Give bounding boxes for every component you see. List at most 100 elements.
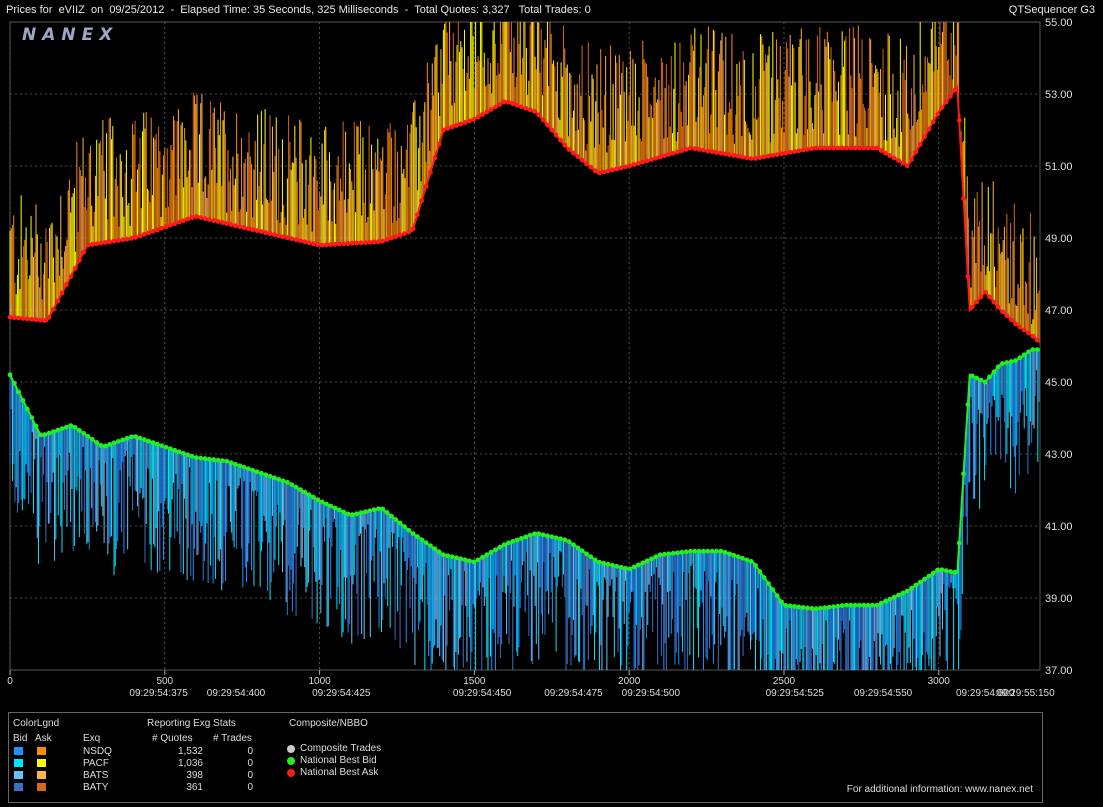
series-point bbox=[952, 569, 958, 575]
series-point bbox=[50, 306, 56, 312]
series-point bbox=[818, 605, 823, 611]
series-point bbox=[363, 240, 368, 245]
series-point bbox=[670, 550, 676, 556]
series-point bbox=[167, 446, 173, 452]
series-point bbox=[449, 554, 455, 560]
series-point bbox=[354, 511, 360, 517]
series-point bbox=[107, 239, 113, 245]
series-point bbox=[701, 548, 706, 554]
series-point bbox=[545, 533, 550, 539]
series-point bbox=[753, 155, 758, 161]
series-point bbox=[219, 458, 225, 464]
series-point bbox=[874, 602, 880, 608]
series-point bbox=[42, 432, 48, 438]
color-legend-title: ColorLgnd bbox=[13, 718, 60, 729]
series-point bbox=[974, 299, 979, 305]
series-point bbox=[180, 450, 186, 456]
series-point bbox=[969, 304, 975, 310]
series-point bbox=[406, 229, 412, 235]
series-point bbox=[766, 153, 771, 159]
series-point bbox=[956, 540, 962, 546]
footer-link[interactable]: For additional information: www.nanex.ne… bbox=[846, 784, 1033, 795]
quote-count: 398 bbox=[186, 770, 203, 781]
series-point bbox=[302, 489, 308, 495]
series-point bbox=[415, 212, 420, 218]
series-point bbox=[579, 157, 585, 163]
series-point bbox=[688, 145, 693, 151]
series-point bbox=[744, 557, 750, 563]
ask-color-swatch bbox=[37, 747, 46, 755]
series-point bbox=[493, 104, 498, 110]
series-point bbox=[115, 238, 121, 243]
series-point bbox=[1013, 321, 1018, 327]
series-point bbox=[11, 315, 17, 321]
exchange-name: BATS bbox=[83, 770, 109, 781]
series-point bbox=[826, 604, 832, 610]
series-point bbox=[215, 219, 221, 224]
price-chart: 55.00 53.00 51.00 49.00 47.00 45.00 43.00 41.00… bbox=[7, 18, 1073, 699]
series-point bbox=[328, 503, 334, 509]
y-tick-label: 41.00 bbox=[1045, 521, 1073, 533]
series-point bbox=[419, 198, 425, 203]
quote-count: 1,036 bbox=[177, 758, 203, 769]
series-point bbox=[33, 423, 39, 429]
series-point bbox=[640, 159, 646, 165]
series-point bbox=[779, 599, 784, 605]
series-point bbox=[839, 603, 845, 609]
series-point bbox=[493, 547, 498, 553]
series-point bbox=[20, 398, 26, 403]
series-point bbox=[631, 162, 637, 167]
series-point bbox=[523, 105, 529, 111]
series-point bbox=[111, 440, 117, 446]
quote-count: 1,532 bbox=[177, 746, 203, 757]
series-point bbox=[167, 222, 173, 228]
series-point bbox=[792, 149, 797, 154]
series-point bbox=[24, 316, 30, 322]
series-point bbox=[948, 569, 953, 574]
series-point bbox=[558, 536, 563, 542]
series-point bbox=[935, 111, 940, 117]
series-point bbox=[271, 232, 277, 238]
exchange-name: PACF bbox=[83, 758, 109, 769]
series-point bbox=[883, 150, 888, 156]
series-point bbox=[193, 214, 199, 219]
series-point bbox=[215, 457, 221, 463]
series-point bbox=[610, 167, 615, 173]
time-label: 09:29:54:450 bbox=[453, 688, 512, 699]
bid-color-swatch bbox=[14, 783, 23, 791]
series-point bbox=[7, 314, 13, 320]
series-point bbox=[280, 478, 286, 484]
series-point bbox=[805, 146, 810, 152]
series-point bbox=[852, 145, 858, 151]
series-point bbox=[310, 241, 316, 247]
series-point bbox=[484, 109, 490, 115]
series-point bbox=[874, 145, 880, 151]
series-point bbox=[536, 112, 542, 118]
series-point bbox=[33, 317, 39, 323]
series-point bbox=[540, 532, 546, 538]
series-point bbox=[917, 579, 923, 585]
series-point bbox=[718, 548, 724, 554]
series-point bbox=[341, 241, 347, 247]
series-point bbox=[445, 553, 451, 559]
series-point bbox=[81, 249, 87, 255]
series-point bbox=[571, 542, 576, 548]
series-point bbox=[258, 229, 264, 235]
y-tick-label: 37.00 bbox=[1045, 665, 1073, 677]
series-point bbox=[891, 594, 897, 600]
nanex-logo: NANEX bbox=[22, 25, 119, 45]
series-point bbox=[987, 374, 992, 380]
series-point bbox=[774, 152, 780, 157]
series-point bbox=[297, 487, 303, 493]
y-tick-label: 55.00 bbox=[1045, 18, 1073, 29]
series-point bbox=[55, 298, 61, 304]
series-point bbox=[488, 107, 494, 112]
series-point bbox=[562, 537, 568, 543]
series-point bbox=[718, 150, 724, 156]
series-point bbox=[943, 99, 949, 105]
series-point bbox=[506, 99, 511, 105]
series-point bbox=[891, 155, 897, 161]
series-point bbox=[380, 506, 386, 512]
series-point bbox=[809, 146, 815, 151]
series-point bbox=[467, 558, 472, 564]
